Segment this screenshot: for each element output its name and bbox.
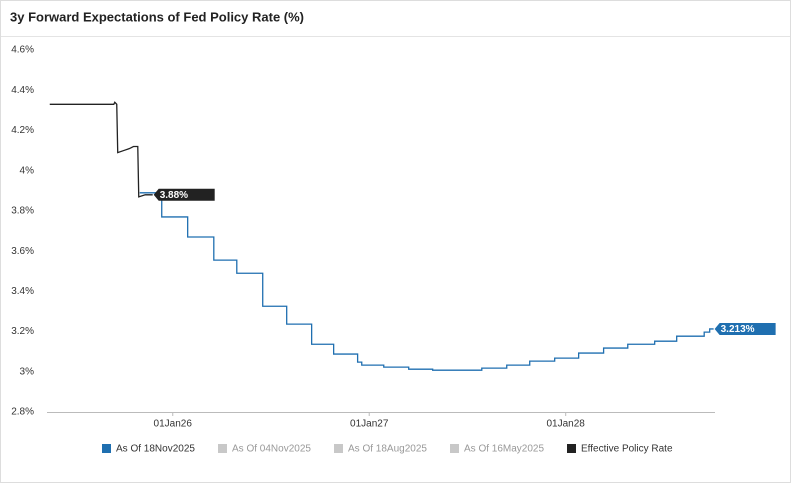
- y-tick-label: 4.6%: [11, 45, 34, 56]
- end-label-box: [153, 188, 215, 201]
- legend-swatch: [334, 444, 343, 453]
- series-line: [139, 192, 714, 371]
- y-tick-label: 3.6%: [11, 246, 34, 257]
- end-label: 3.213%: [721, 324, 755, 335]
- legend-swatch: [218, 444, 227, 453]
- legend-swatch: [567, 444, 576, 453]
- chart-title: 3y Forward Expectations of Fed Policy Ra…: [10, 9, 304, 24]
- x-tick-label: 01Jan27: [350, 419, 389, 430]
- x-tick-label: 01Jan28: [546, 419, 585, 430]
- y-tick-label: 4.2%: [11, 125, 34, 136]
- end-label: 3.88%: [160, 190, 188, 201]
- y-tick-label: 3.4%: [11, 286, 34, 297]
- legend-label: Effective Policy Rate: [581, 444, 673, 455]
- y-tick-label: 2.8%: [11, 407, 34, 418]
- y-tick-label: 3.2%: [11, 326, 34, 337]
- end-label-box: [714, 322, 776, 335]
- legend-label: As Of 16May2025: [464, 444, 544, 455]
- x-tick-label: 01Jan26: [154, 419, 193, 430]
- y-tick-label: 3.8%: [11, 206, 34, 217]
- legend-swatch: [450, 444, 459, 453]
- legend-swatch: [102, 444, 111, 453]
- y-tick-label: 4%: [20, 165, 35, 176]
- y-tick-label: 4.4%: [11, 85, 34, 96]
- legend-label: As Of 18Nov2025: [116, 444, 195, 455]
- y-tick-label: 3%: [20, 366, 35, 377]
- series-line: [49, 101, 153, 198]
- legend-label: As Of 18Aug2025: [348, 444, 427, 455]
- legend-label: As Of 04Nov2025: [232, 444, 311, 455]
